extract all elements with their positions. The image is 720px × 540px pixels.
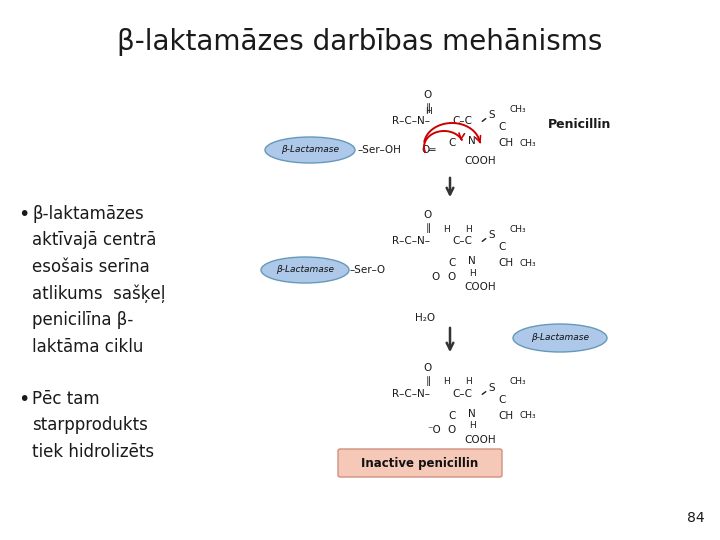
Text: O═: O═ <box>421 145 436 155</box>
Text: C: C <box>449 411 456 421</box>
Text: CH: CH <box>498 258 513 268</box>
Text: C: C <box>498 242 505 252</box>
Text: CH₃: CH₃ <box>510 377 526 387</box>
Text: R–C–N–: R–C–N– <box>392 236 430 246</box>
Text: Pēc tam
starpprodukts
tiek hidrolizēts: Pēc tam starpprodukts tiek hidrolizēts <box>32 390 154 461</box>
Text: β-Lactamase: β-Lactamase <box>276 266 334 274</box>
Text: O: O <box>432 272 440 282</box>
Ellipse shape <box>261 257 349 283</box>
Text: O: O <box>448 425 456 435</box>
Text: R–C–N–: R–C–N– <box>392 116 430 126</box>
Text: C–C: C–C <box>452 236 472 246</box>
Text: C: C <box>498 122 505 132</box>
Text: CH₃: CH₃ <box>510 105 526 113</box>
Ellipse shape <box>513 324 607 352</box>
Text: O: O <box>424 210 432 220</box>
Text: CH: CH <box>498 411 513 421</box>
Text: C–C: C–C <box>452 389 472 399</box>
Ellipse shape <box>265 137 355 163</box>
Text: β-laktamāzes
aktīvajā centrā
esošais serīna
atlikums  sašķeļ
penicilīna β-
laktā: β-laktamāzes aktīvajā centrā esošais ser… <box>32 205 166 356</box>
Text: COOH: COOH <box>464 435 496 445</box>
Text: ⁻O: ⁻O <box>427 425 441 435</box>
Text: H: H <box>464 225 472 233</box>
Text: •: • <box>18 205 30 224</box>
Text: β-Lactamase: β-Lactamase <box>531 334 589 342</box>
Text: Penicillin: Penicillin <box>548 118 611 132</box>
Text: O: O <box>424 363 432 373</box>
Text: ∥: ∥ <box>426 223 431 233</box>
Text: H: H <box>443 225 449 233</box>
Text: N: N <box>468 256 476 266</box>
Text: H: H <box>464 377 472 387</box>
Text: COOH: COOH <box>464 156 496 166</box>
Text: –Ser–OH: –Ser–OH <box>357 145 401 155</box>
Text: C–C: C–C <box>452 116 472 126</box>
Text: H: H <box>469 422 475 430</box>
Text: H: H <box>425 106 431 116</box>
Text: ∥: ∥ <box>426 376 431 386</box>
Text: S: S <box>488 110 495 120</box>
Text: C: C <box>498 395 505 405</box>
Text: CH₃: CH₃ <box>520 138 536 147</box>
Text: 84: 84 <box>688 511 705 525</box>
Text: R–C–N–: R–C–N– <box>392 389 430 399</box>
Text: CH₃: CH₃ <box>520 259 536 267</box>
Text: S: S <box>488 230 495 240</box>
FancyBboxPatch shape <box>338 449 502 477</box>
Text: N: N <box>468 136 476 146</box>
Text: Inactive penicillin: Inactive penicillin <box>361 456 479 469</box>
Text: N: N <box>468 409 476 419</box>
Text: O: O <box>424 90 432 100</box>
Text: H: H <box>469 268 475 278</box>
Text: β-Lactamase: β-Lactamase <box>281 145 339 154</box>
Text: •: • <box>18 390 30 409</box>
Text: –Ser–O: –Ser–O <box>350 265 386 275</box>
Text: O: O <box>448 272 456 282</box>
Text: β-laktamāzes darbības mehānisms: β-laktamāzes darbības mehānisms <box>117 28 603 56</box>
Text: C: C <box>449 258 456 268</box>
Text: H: H <box>443 377 449 387</box>
Text: COOH: COOH <box>464 282 496 292</box>
Text: CH₃: CH₃ <box>520 411 536 421</box>
Text: H₂O: H₂O <box>415 313 435 323</box>
Text: CH₃: CH₃ <box>510 225 526 233</box>
Text: CH: CH <box>498 138 513 148</box>
Text: C: C <box>449 138 456 148</box>
Text: ∥: ∥ <box>426 103 431 113</box>
Text: S: S <box>488 383 495 393</box>
